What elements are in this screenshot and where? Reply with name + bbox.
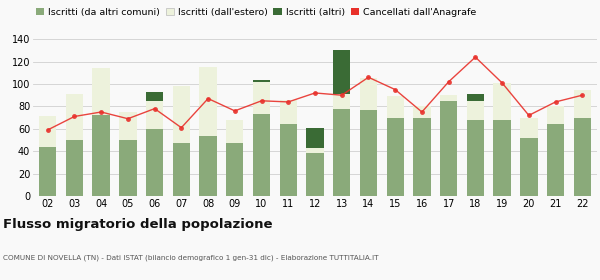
Bar [413, 106, 431, 118]
Bar [307, 153, 323, 196]
Bar [92, 68, 110, 115]
Bar [253, 82, 270, 114]
Bar [386, 118, 404, 196]
Bar [146, 129, 163, 196]
Bar [547, 124, 564, 196]
Bar [146, 101, 163, 129]
Bar [253, 114, 270, 196]
Bar [440, 101, 457, 196]
Bar [280, 100, 297, 124]
Bar [307, 128, 323, 148]
Bar [92, 115, 110, 196]
Bar [199, 136, 217, 196]
Bar [199, 67, 217, 136]
Bar [39, 147, 56, 196]
Bar [574, 90, 591, 118]
Bar [467, 101, 484, 120]
Legend: Iscritti (da altri comuni), Iscritti (dall'estero), Iscritti (altri), Cancellati: Iscritti (da altri comuni), Iscritti (da… [32, 4, 480, 21]
Bar [413, 118, 431, 196]
Text: COMUNE DI NOVELLA (TN) - Dati ISTAT (bilancio demografico 1 gen-31 dic) - Elabor: COMUNE DI NOVELLA (TN) - Dati ISTAT (bil… [3, 255, 379, 261]
Bar [467, 120, 484, 196]
Bar [360, 78, 377, 110]
Bar [39, 116, 56, 147]
Bar [226, 143, 244, 196]
Bar [547, 106, 564, 124]
Bar [333, 109, 350, 196]
Bar [333, 50, 350, 94]
Bar [226, 120, 244, 143]
Bar [493, 83, 511, 120]
Bar [307, 148, 323, 153]
Bar [440, 95, 457, 101]
Bar [520, 138, 538, 196]
Text: Flusso migratorio della popolazione: Flusso migratorio della popolazione [3, 218, 272, 231]
Bar [467, 94, 484, 101]
Bar [119, 112, 137, 140]
Bar [173, 86, 190, 143]
Bar [574, 118, 591, 196]
Bar [119, 140, 137, 196]
Bar [146, 92, 163, 101]
Bar [333, 94, 350, 109]
Bar [66, 94, 83, 140]
Bar [386, 96, 404, 118]
Bar [493, 120, 511, 196]
Bar [253, 80, 270, 82]
Bar [66, 140, 83, 196]
Bar [360, 110, 377, 196]
Bar [173, 143, 190, 196]
Bar [280, 124, 297, 196]
Bar [520, 118, 538, 138]
